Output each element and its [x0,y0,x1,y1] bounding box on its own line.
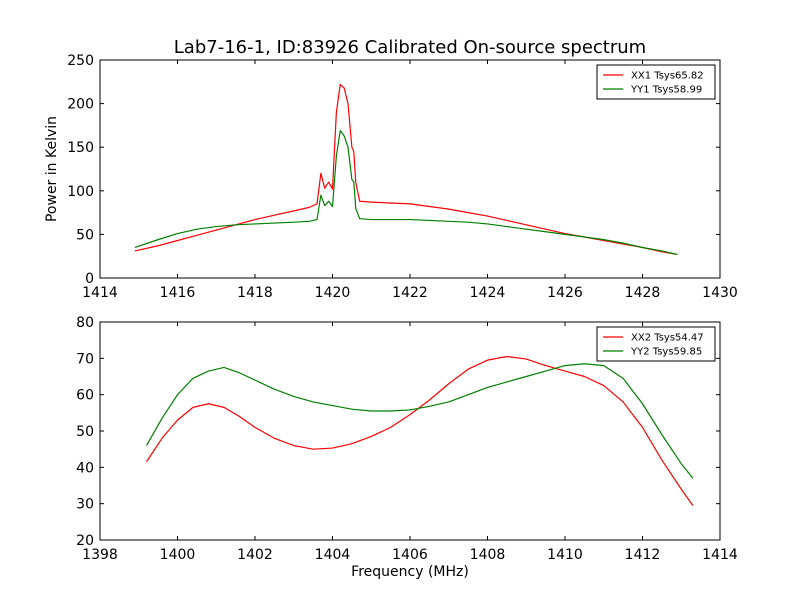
x-tick-label: 1398 [82,547,118,563]
series-line-2 [134,130,678,256]
x-axis-label: Frequency (MHz) [351,564,469,580]
x-tick-label: 1414 [702,547,738,563]
x-tick-label: 1424 [470,285,506,301]
y-axis-label: Power in Kelvin [44,116,60,222]
series-line-1 [134,83,678,256]
x-tick-label: 1422 [392,285,428,301]
y-tick-label: 40 [76,460,94,476]
y-tick-label: 200 [67,97,94,113]
x-tick-label: 1420 [315,285,351,301]
x-tick-label: 1428 [625,285,661,301]
y-tick-label: 150 [67,140,94,156]
series-line-2 [145,363,694,479]
x-tick-label: 1416 [160,285,196,301]
legend-label: XX1 Tsys65.82 [631,71,704,82]
y-tick-label: 0 [85,271,94,287]
y-tick-label: 250 [67,53,94,69]
x-tick-label: 1430 [702,285,738,301]
legend-label: XX2 Tsys54.47 [631,333,704,344]
y-tick-label: 70 [76,351,94,367]
y-tick-label: 30 [76,497,94,513]
x-tick-label: 1412 [625,547,661,563]
legend: XX1 Tsys65.82 YY1 Tsys58.99 [596,64,716,100]
x-tick-label: 1426 [547,285,583,301]
y-tick-label: 80 [76,315,94,331]
x-tick-label: 1408 [470,547,506,563]
x-tick-label: 1418 [237,285,273,301]
legend-label: YY2 Tsys59.85 [630,347,702,358]
bottom-panel: 1398 1400 1402 1404 1406 1408 1410 1412 1414 20 30… [76,315,738,580]
y-tick-label: 50 [76,424,94,440]
chart-title: Lab7-16-1, ID:83926 Calibrated On-source… [174,37,646,58]
legend-box [596,326,716,362]
x-tick-label: 1406 [392,547,428,563]
x-tick-label: 1402 [237,547,273,563]
x-tick-label: 1400 [160,547,196,563]
top-panel: 1414 1416 1418 1420 1422 1424 1426 1428 1430 0 50 1… [44,53,738,301]
legend: XX2 Tsys54.47 YY2 Tsys59.85 [596,326,716,362]
x-tick-label: 1404 [315,547,351,563]
x-tick-label: 1414 [82,285,118,301]
y-tick-label: 60 [76,388,94,404]
series-line-1 [145,355,694,506]
legend-box [596,64,716,100]
x-tick-label: 1410 [547,547,583,563]
y-tick-label: 100 [67,184,94,200]
y-tick-label: 50 [76,227,94,243]
legend-label: YY1 Tsys58.99 [630,85,702,96]
y-tick-label: 20 [76,533,94,549]
